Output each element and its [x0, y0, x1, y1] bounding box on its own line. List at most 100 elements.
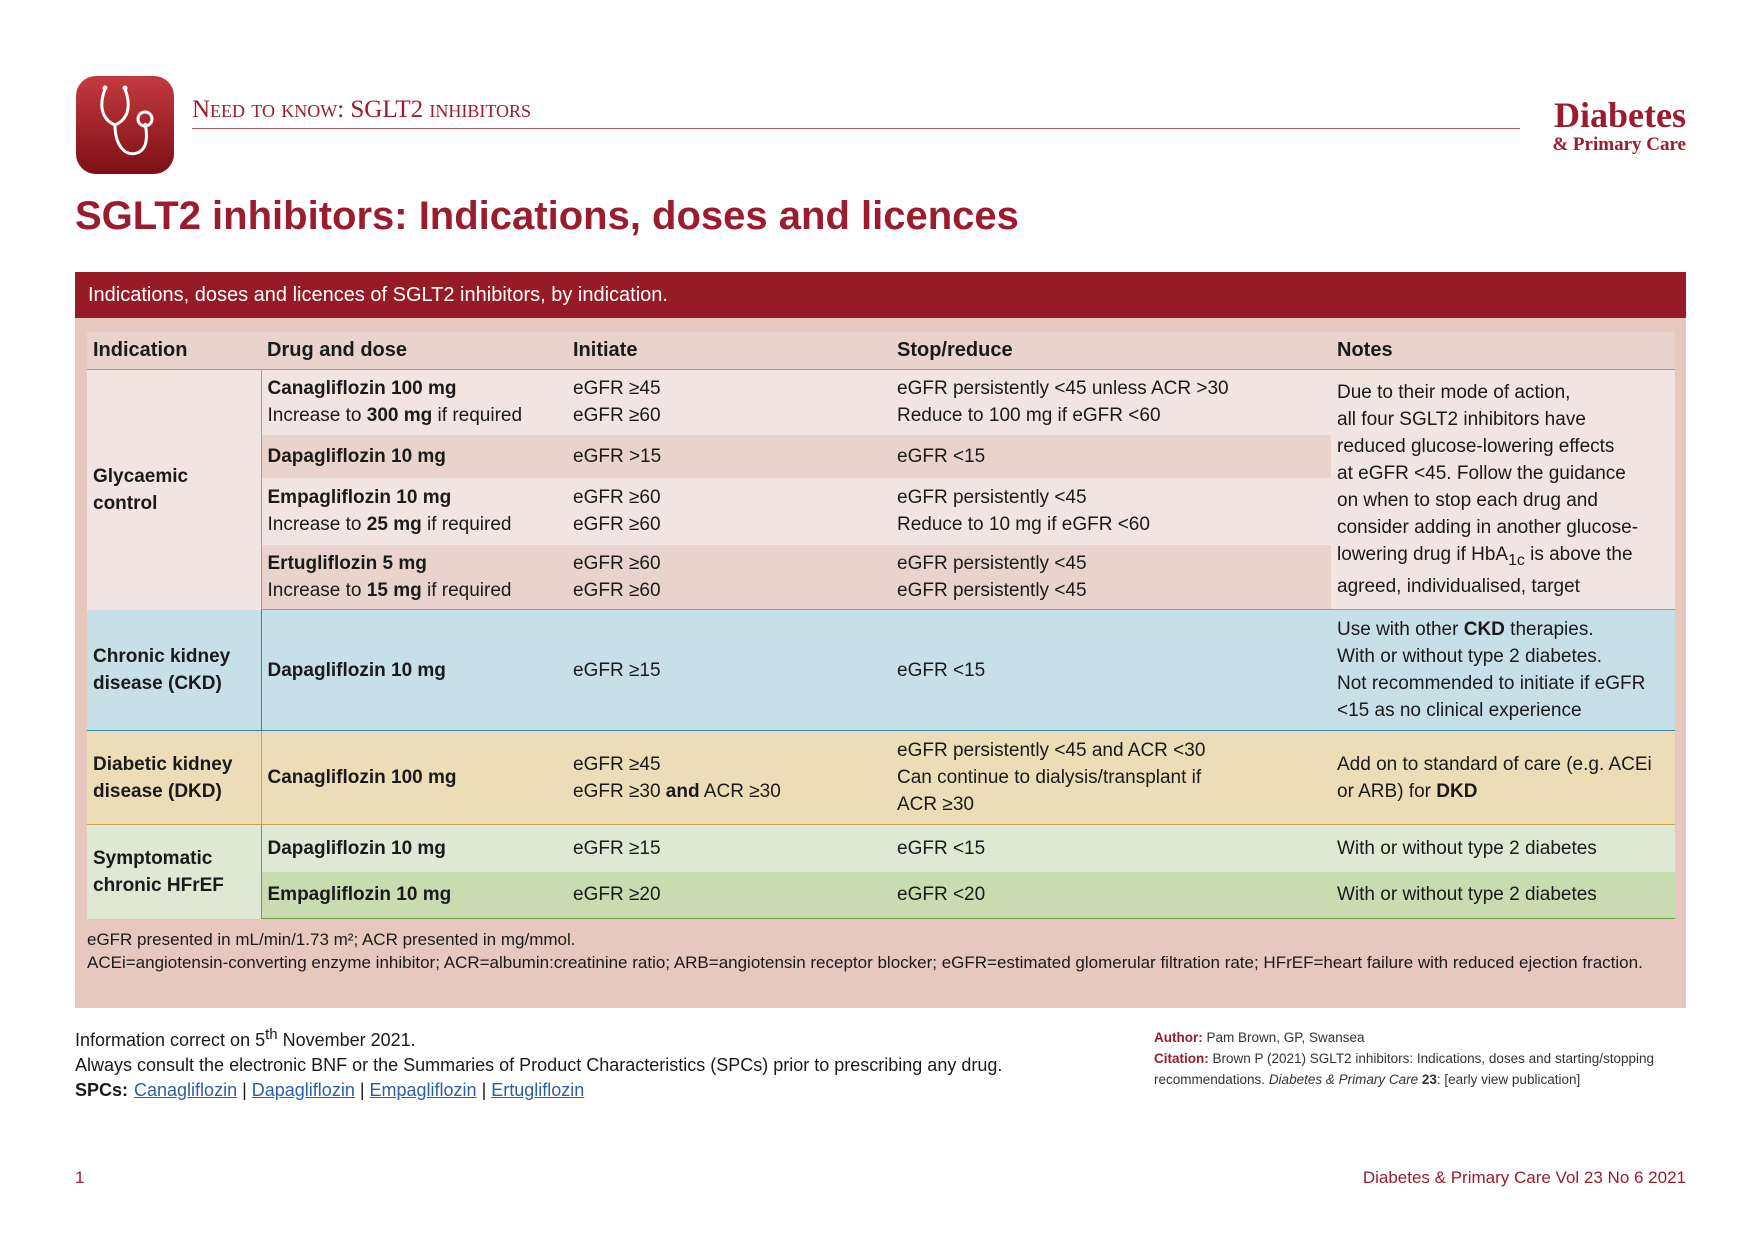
- initiate-line: eGFR ≥60: [573, 484, 885, 511]
- drug-line: Canagliflozin 100 mg: [268, 375, 562, 402]
- stop-line: eGFR persistently <45: [897, 550, 1325, 577]
- table-row: Dapagliflozin 10 mg eGFR >15 eGFR <15: [87, 434, 1675, 478]
- initiate-cell: eGFR ≥15: [567, 824, 891, 872]
- link[interactable]: Dapagliflozin: [251, 1080, 355, 1100]
- indication-line: Glycaemic: [93, 463, 255, 490]
- text: Symptomatic: [93, 847, 213, 869]
- initiate-cell: eGFR ≥60 eGFR ≥60: [567, 477, 891, 545]
- text: Add on to standard of care (e.g. ACEi: [1337, 753, 1652, 775]
- table-row: Empagliflozin 10 mg Increase to 25 mg if …: [87, 477, 1675, 545]
- stop-cell: eGFR persistently <45 eGFR persistently <…: [891, 544, 1331, 610]
- stop-line: Reduce to 100 mg if eGFR <60: [897, 402, 1325, 429]
- text: Empagliflozin 10 mg: [267, 487, 452, 508]
- text: With or without type 2 diabetes: [1337, 837, 1597, 859]
- initiate-line: eGFR ≥60: [573, 550, 885, 577]
- drug-line: Ertugliflozin 5 mg: [268, 550, 562, 577]
- link[interactable]: Ertugliflozin: [491, 1080, 585, 1100]
- notes-line: <15 as no clinical experience: [1337, 697, 1669, 724]
- text: if required: [421, 514, 512, 535]
- text: Diabetic kidney: [93, 753, 233, 775]
- stop-line: Reduce to 10 mg if eGFR <60: [897, 511, 1325, 538]
- indication-line: Chronic kidney: [93, 643, 255, 670]
- indication-line: Diabetic kidney: [93, 751, 255, 778]
- text: Author:: [1154, 1030, 1203, 1045]
- info-line: Always consult the electronic BNF or the…: [75, 1053, 1002, 1078]
- table-row: Glycaemic control Canagliflozin 100 mg Incr…: [87, 369, 1675, 610]
- text: 25 mg: [366, 514, 422, 535]
- text: eGFR ≥15: [573, 659, 661, 681]
- text: Empagliflozin 10 mg: [267, 884, 452, 906]
- brand-name: Diabetes: [1554, 95, 1686, 135]
- notes-line: Not recommended to initiate if eGFR: [1337, 670, 1669, 697]
- header-row: Indication Drug and dose Initiate Stop/redu…: [87, 332, 1675, 370]
- text: Ertugliflozin 5 mg: [267, 552, 427, 574]
- initiate-cell: eGFR >15: [567, 434, 891, 478]
- text: 300 mg: [366, 405, 433, 427]
- drug-cell: Ertugliflozin 5 mg Increase to 15 mg if r…: [261, 544, 567, 610]
- drug-cell: Canagliflozin 100 mg Increase to 300 mg i…: [261, 369, 567, 435]
- notes-line: or ARB) for DKD: [1337, 778, 1669, 805]
- text: eGFR ≥60: [573, 579, 661, 601]
- text: Dapagliflozin 10 mg: [267, 659, 446, 681]
- text: Use with other: [1337, 619, 1464, 640]
- text: Not recommended to initiate if eGFR: [1337, 673, 1646, 694]
- text: eGFR >15: [573, 445, 662, 467]
- column-header: Drug and dose: [261, 332, 567, 370]
- text: eGFR ≥45: [573, 378, 661, 400]
- drug-line: Dapagliflozin 10 mg: [268, 835, 562, 862]
- column-header: Stop/reduce: [891, 332, 1331, 370]
- text: Always consult the electronic BNF or the…: [75, 1055, 1003, 1075]
- text: chronic HFrEF: [93, 874, 224, 896]
- indication-cell: Chronic kidney disease (CKD): [87, 609, 262, 731]
- initiate-cell: eGFR ≥60 eGFR ≥60: [567, 544, 891, 610]
- text: control: [93, 492, 158, 514]
- notes-line: Use with other CKD therapies.: [1337, 616, 1669, 643]
- stop-line: ACR ≥30: [897, 791, 1325, 818]
- notes-cell: With or without type 2 diabetes: [1331, 824, 1675, 872]
- text: therapies.: [1504, 619, 1594, 640]
- indication-line: chronic HFrEF: [93, 872, 255, 899]
- text: November 2021.: [277, 1030, 416, 1050]
- table-row: Empagliflozin 10 mg eGFR ≥20 eGFR <20 With …: [87, 871, 1675, 919]
- text: eGFR <15: [897, 659, 986, 681]
- text: eGFR <15: [897, 837, 986, 859]
- column-header: Indication: [87, 332, 261, 370]
- indication-cell: Symptomatic chronic HFrEF: [87, 824, 262, 919]
- link[interactable]: Empagliflozin: [369, 1080, 477, 1100]
- text: With or without type 2 diabetes.: [1337, 646, 1603, 667]
- notes-line: With or without type 2 diabetes.: [1337, 643, 1669, 670]
- link[interactable]: Canagliflozin: [134, 1080, 238, 1100]
- text: eGFR <15: [897, 445, 986, 467]
- stop-cell: eGFR <15: [891, 434, 1331, 478]
- text: reduced glucose-lowering effects: [1337, 435, 1615, 457]
- text: disease (CKD): [93, 672, 222, 694]
- notes-line: lowering drug if HbA1c is above the: [1337, 541, 1669, 574]
- text: or ARB) for: [1337, 780, 1437, 802]
- text: consider adding in another glucose-: [1337, 516, 1639, 538]
- notes-line: reduced glucose-lowering effects: [1337, 433, 1669, 460]
- text: ACR ≥30: [699, 780, 781, 802]
- table-row: Chronic kidney disease (CKD) Dapagliflozin…: [87, 609, 1675, 731]
- table-row: Symptomatic chronic HFrEF Dapagliflozin 10…: [87, 824, 1675, 919]
- indication-line: disease (DKD): [93, 778, 255, 805]
- text: |: [354, 1080, 370, 1100]
- notes-line: at eGFR <45. Follow the guidance: [1337, 460, 1669, 487]
- text: eGFR ≥45: [573, 753, 661, 775]
- notes-line: all four SGLT2 inhibitors have: [1337, 406, 1669, 433]
- text: eGFR presented in mL/min/1.73 m²; ACR pr…: [87, 930, 576, 949]
- text: is above the: [1524, 543, 1633, 565]
- notes-line: Add on to standard of care (e.g. ACEi: [1337, 751, 1669, 778]
- text: if required: [432, 405, 523, 427]
- kicker: Need to know: SGLT2 inhibitors: [192, 96, 532, 123]
- drug-line: Increase to 15 mg if required: [268, 577, 562, 604]
- notes-cell: Add on to standard of care (e.g. ACEi or …: [1331, 730, 1675, 825]
- column-header: Initiate: [567, 332, 891, 370]
- initiate-cell: eGFR ≥45 eGFR ≥60: [567, 369, 891, 435]
- notes-cell: Due to their mode of action, all four SGL…: [1331, 369, 1675, 610]
- initiate-line: eGFR >15: [573, 443, 885, 470]
- text: CKD: [1463, 619, 1505, 640]
- initiate-line: eGFR ≥30 and ACR ≥30: [573, 778, 885, 805]
- stop-cell: eGFR <20: [891, 871, 1331, 919]
- text: eGFR persistently <45: [897, 579, 1087, 601]
- text: on when to stop each drug and: [1337, 489, 1598, 511]
